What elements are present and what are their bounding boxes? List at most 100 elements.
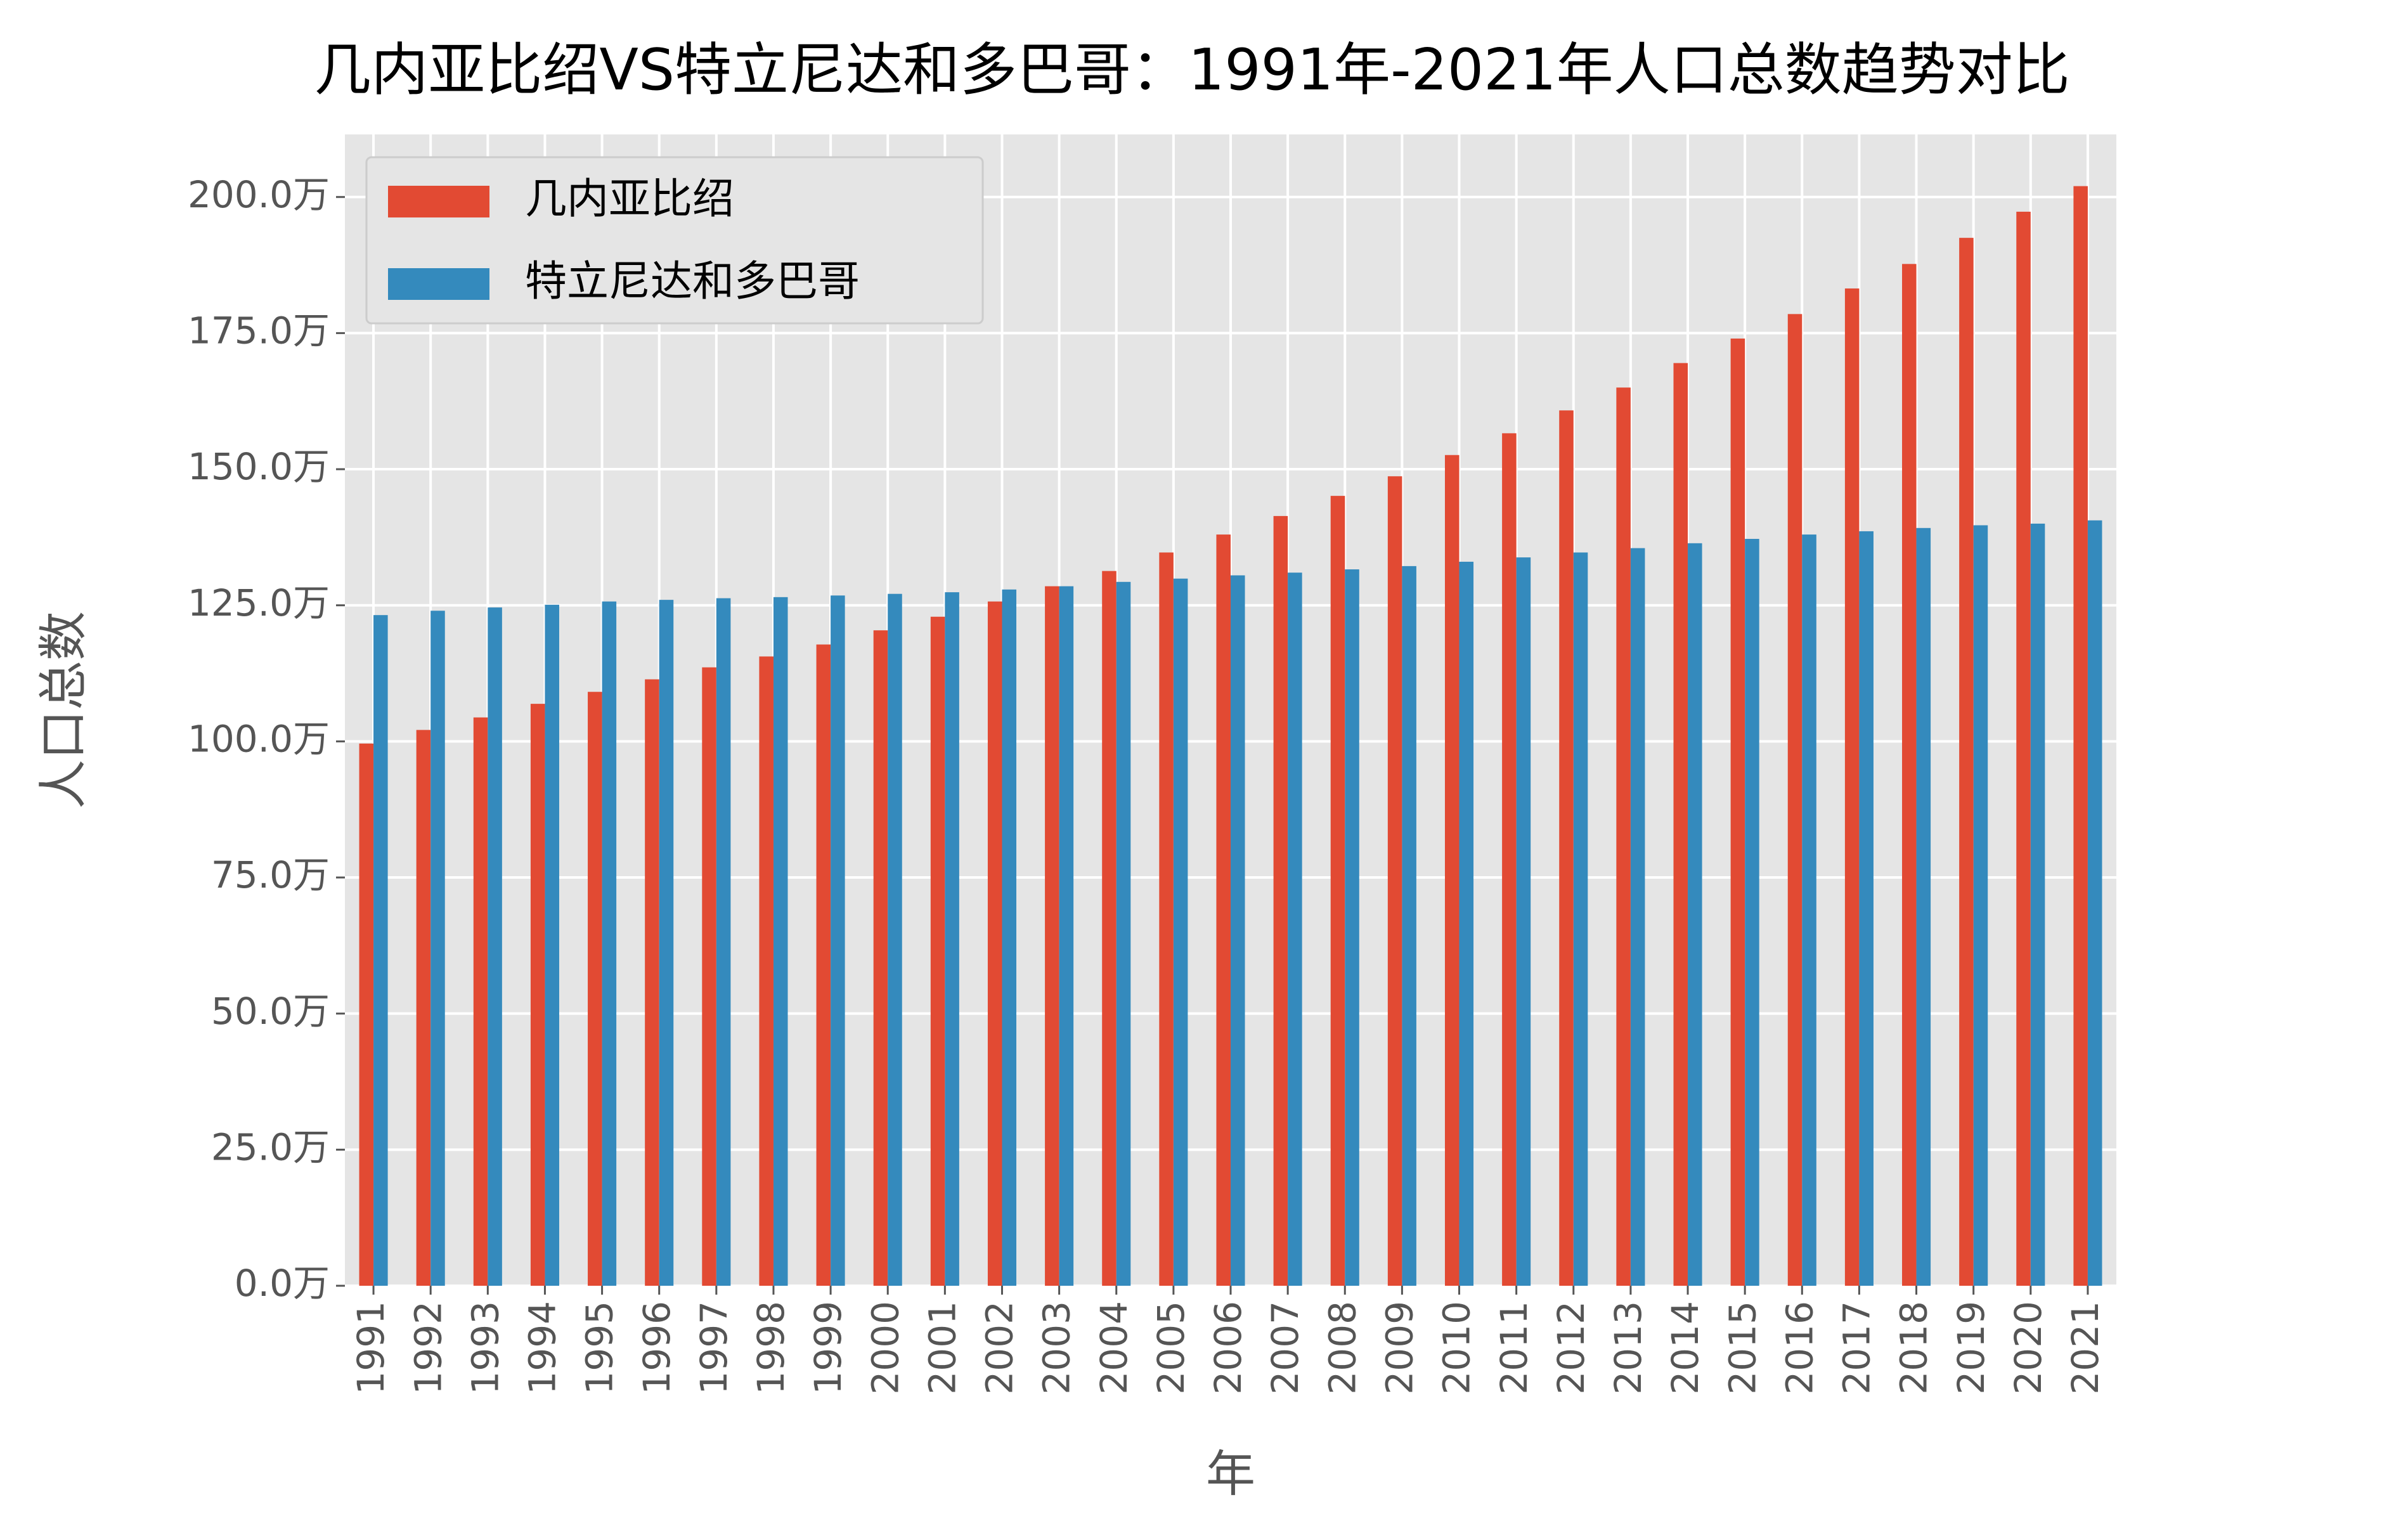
bar (645, 679, 659, 1286)
x-tick-label: 1994 (521, 1301, 564, 1395)
legend-label: 特立尼达和多巴哥 (525, 257, 860, 306)
bar (1559, 410, 1574, 1286)
x-tick-label: 1996 (635, 1301, 678, 1395)
bar (945, 592, 959, 1286)
bar (1916, 527, 1931, 1286)
y-tick-label: 100.0万 (188, 717, 330, 760)
x-tick-label: 1995 (578, 1301, 621, 1395)
bar (488, 607, 502, 1286)
bar (1330, 496, 1345, 1286)
bar (930, 616, 945, 1286)
y-tick-label: 75.0万 (211, 853, 330, 896)
x-tick-label: 2003 (1035, 1301, 1078, 1395)
bar (1116, 581, 1131, 1286)
bar (759, 656, 774, 1286)
bar (2030, 523, 2045, 1286)
bar (1573, 552, 1588, 1286)
y-tick-label: 50.0万 (211, 990, 330, 1033)
bar (1502, 433, 1517, 1286)
x-tick-label: 1992 (406, 1301, 450, 1395)
bar (1102, 571, 1117, 1286)
bar (1059, 586, 1074, 1286)
bar (1745, 538, 1759, 1286)
bar (1459, 562, 1474, 1286)
x-tick-label: 2019 (1950, 1301, 1993, 1395)
x-tick-label: 2004 (1092, 1301, 1136, 1395)
bar (1273, 515, 1288, 1286)
bar (2087, 520, 2102, 1286)
bar (1902, 264, 1917, 1286)
chart-title: 几内亚比绍VS特立尼达和多巴哥：1991年-2021年人口总数趋势对比 (314, 37, 2069, 103)
bar (1402, 566, 1416, 1286)
bar (1802, 534, 1816, 1286)
bar (530, 704, 545, 1286)
x-tick-label: 2001 (921, 1301, 964, 1395)
bar (1673, 363, 1688, 1286)
bar (1288, 573, 1302, 1286)
x-tick-label: 2015 (1721, 1301, 1764, 1395)
bar (1859, 531, 1874, 1286)
bar (602, 601, 617, 1286)
x-tick-label: 1991 (349, 1301, 392, 1395)
bar (1616, 387, 1631, 1286)
bar (2016, 211, 2031, 1286)
x-tick-label: 2020 (2007, 1301, 2050, 1395)
bar (987, 601, 1002, 1286)
x-tick-label: 2021 (2064, 1301, 2107, 1395)
bar (2073, 186, 2088, 1286)
x-axis-label: 年 (1206, 1446, 1255, 1503)
x-tick-label: 2012 (1550, 1301, 1593, 1395)
bar (1844, 288, 1860, 1286)
y-tick-label: 175.0万 (188, 309, 330, 353)
bar (659, 600, 674, 1286)
bar (1387, 476, 1402, 1286)
x-tick-label: 2017 (1835, 1301, 1879, 1395)
bar (588, 692, 602, 1286)
y-axis-label: 人口总数 (35, 611, 92, 809)
bar (773, 597, 788, 1286)
bar (702, 667, 716, 1286)
bar (716, 598, 731, 1286)
y-tick-label: 150.0万 (188, 445, 330, 488)
bar (473, 717, 488, 1286)
bar (1173, 578, 1188, 1286)
bar (1216, 534, 1231, 1286)
x-tick-label: 2016 (1778, 1301, 1821, 1395)
bar (373, 615, 388, 1286)
bar (1231, 575, 1245, 1286)
bar (816, 644, 831, 1286)
x-tick-label: 2008 (1321, 1301, 1364, 1395)
x-tick-label: 2009 (1378, 1301, 1421, 1395)
x-tick-label: 1999 (806, 1301, 850, 1395)
bar (1444, 455, 1460, 1286)
x-tick-label: 2002 (978, 1301, 1021, 1395)
bar (1688, 543, 1702, 1286)
y-tick-label: 25.0万 (211, 1125, 330, 1168)
bar (1973, 525, 1988, 1286)
x-tick-label: 2007 (1264, 1301, 1307, 1395)
legend-swatch (388, 268, 489, 300)
bar (1345, 569, 1359, 1286)
bar (1787, 314, 1803, 1286)
x-tick-label: 2010 (1435, 1301, 1479, 1395)
x-tick-label: 2011 (1492, 1301, 1536, 1395)
bar (1516, 557, 1531, 1286)
bar (545, 604, 559, 1286)
x-tick-label: 2018 (1893, 1301, 1936, 1395)
x-tick-label: 2013 (1607, 1301, 1650, 1395)
x-tick-label: 2005 (1149, 1301, 1193, 1395)
legend-box (365, 156, 984, 325)
x-tick-label: 2014 (1664, 1301, 1707, 1395)
x-tick-label: 2006 (1207, 1301, 1250, 1395)
y-tick-label: 125.0万 (188, 581, 330, 624)
y-tick-label: 200.0万 (188, 173, 330, 216)
bar (1159, 552, 1174, 1286)
bar (1045, 586, 1059, 1286)
bar (430, 611, 445, 1286)
bar (416, 730, 431, 1286)
bar (1959, 238, 1974, 1286)
bar (359, 743, 374, 1286)
bar (1730, 338, 1745, 1286)
x-tick-label: 1993 (463, 1301, 507, 1395)
